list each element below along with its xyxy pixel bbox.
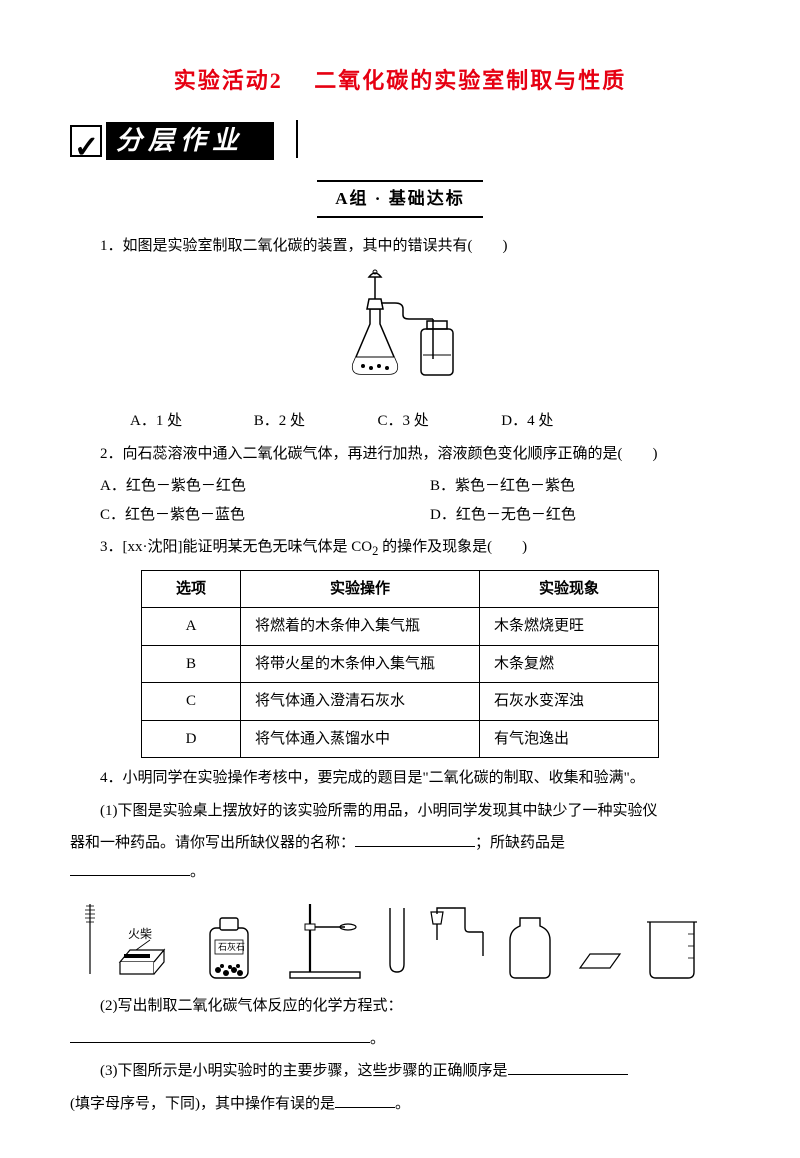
banner-black-label: 分层作业 (106, 122, 298, 160)
th-option: 选项 (142, 570, 241, 608)
q4-p1d: 。 (190, 858, 205, 887)
table-row: A 将燃着的木条伸入集气瓶 木条燃烧更旺 (142, 608, 659, 646)
q1-opt-c: C．3 处 (348, 407, 468, 436)
blank-equation (70, 1027, 370, 1043)
q3-stem-prefix: 3．[xx·沈阳]能证明某无色无味气体是 CO (100, 539, 372, 555)
q2-opts-row2: C．红色－紫色－蓝色 D．红色－无色－红色 (70, 501, 730, 530)
blank-order (508, 1059, 628, 1075)
q2-opt-d: D．红色－无色－红色 (400, 501, 730, 530)
q2-opts-row1: A．红色－紫色－红色 B．紫色－红色－紫色 (70, 472, 730, 501)
q1-stem: 1．如图是实验室制取二氧化碳的装置，其中的错误共有( ) (70, 232, 730, 261)
q1-opt-a: A．1 处 (100, 407, 220, 436)
q4-p2-blank-row: 。 (70, 1025, 730, 1054)
blank-instrument (355, 831, 475, 847)
q1-figure (70, 269, 730, 400)
q4-p3b: (填字母序号，下同)，其中操作有误的是 (70, 1096, 335, 1112)
q1-opt-b: B．2 处 (224, 407, 344, 436)
q3-table: 选项 实验操作 实验现象 A 将燃着的木条伸入集气瓶 木条燃烧更旺 B 将带火星… (141, 570, 659, 759)
q4-p2b: 。 (370, 1025, 385, 1054)
q1-options: A．1 处 B．2 处 C．3 处 D．4 处 (70, 407, 730, 436)
th-phenomenon: 实验现象 (480, 570, 659, 608)
table-row: B 将带火星的木条伸入集气瓶 木条复燃 (142, 645, 659, 683)
checkmark-icon (70, 125, 102, 157)
q4-p3a: (3)下图所示是小明实验时的主要步骤，这些步骤的正确顺序是 (100, 1063, 508, 1079)
q2-stem: 2．向石蕊溶液中通入二氧化碳气体，再进行加热，溶液颜色变化顺序正确的是( ) (70, 440, 730, 469)
q4-p1c: ；所缺药品是 (475, 835, 565, 851)
q1-opt-d: D．4 处 (471, 407, 591, 436)
group-a-row: A组 · 基础达标 (70, 180, 730, 218)
matches-label: 火柴 (128, 927, 152, 941)
th-operation: 实验操作 (241, 570, 480, 608)
q4-stem: 4．小明同学在实验操作考核中，要完成的题目是"二氧化碳的制取、收集和验满"。 (70, 764, 730, 793)
q4-p3-line2: (填字母序号，下同)，其中操作有误的是 。 (70, 1090, 730, 1119)
q3-stem: 3．[xx·沈阳]能证明某无色无味气体是 CO2 的操作及现象是( ) (70, 533, 730, 564)
layered-homework-banner: 分层作业 (70, 122, 730, 160)
apparatus-icon (325, 269, 475, 389)
q4-p1-line3: 。 (70, 858, 730, 887)
q4-p3-line1: (3)下图所示是小明实验时的主要步骤，这些步骤的正确顺序是 (70, 1057, 730, 1086)
q4-p2: (2)写出制取二氧化碳气体反应的化学方程式： (70, 992, 730, 1021)
q4-p3c: 。 (395, 1090, 410, 1119)
q2-opt-b: B．紫色－红色－紫色 (400, 472, 730, 501)
svg-text:石灰石: 石灰石 (218, 941, 245, 952)
page-title: 实验活动2 二氧化碳的实验室制取与性质 (70, 60, 730, 102)
q2-opt-a: A．红色－紫色－红色 (70, 472, 400, 501)
table-row: C 将气体通入澄清石灰水 石灰水变浑浊 (142, 683, 659, 721)
blank-wrong (335, 1092, 395, 1108)
group-a-label: A组 · 基础达标 (317, 180, 482, 218)
blank-reagent (70, 860, 190, 876)
q4-p1-line1: (1)下图是实验桌上摆放好的该实验所需的用品，小明同学发现其中缺少了一种实验仪 (70, 797, 730, 826)
table-row: D 将气体通入蒸馏水中 有气泡逸出 (142, 720, 659, 758)
equipment-row: 火柴 石灰石 (70, 894, 730, 984)
worksheet-page: 实验活动2 二氧化碳的实验室制取与性质 分层作业 A组 · 基础达标 1．如图是… (0, 0, 800, 1158)
table-header-row: 选项 实验操作 实验现象 (142, 570, 659, 608)
q4-p1b: 器和一种药品。请你写出所缺仪器的名称： (70, 835, 355, 851)
lab-equipment-icon: 火柴 石灰石 (80, 894, 720, 984)
q4-p1-line2: 器和一种药品。请你写出所缺仪器的名称： ；所缺药品是 (70, 829, 730, 858)
q2-opt-c: C．红色－紫色－蓝色 (70, 501, 400, 530)
q3-stem-suffix: 的操作及现象是( ) (378, 539, 527, 555)
